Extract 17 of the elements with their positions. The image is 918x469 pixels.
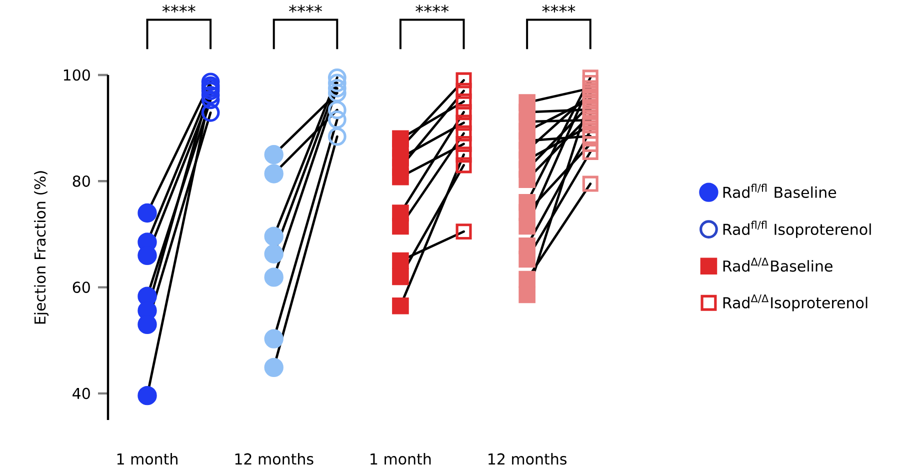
y-tick-label: 40 [72, 388, 90, 400]
x-tick-label: 12 months [488, 453, 566, 465]
x-tick-label: 12 months [235, 453, 314, 465]
y-tick-label: 80 [72, 175, 90, 187]
legend-label: Rad$^{Δ/Δ}$Baseline [723, 258, 832, 272]
y-axis-title: Ejection Fraction (%) [34, 171, 49, 324]
x-tick-label: 1 month [117, 453, 178, 465]
y-tick-label: 60 [72, 282, 90, 293]
legend-label: Rad$^{Δ/Δ}$Isoproterenol [723, 294, 868, 312]
x-tick-label: 1 month [370, 453, 431, 465]
legend-label: Rad$^{fl/fl}$ Isoproterenol [723, 220, 871, 238]
text: **** [542, 4, 576, 13]
text: **** [162, 4, 196, 13]
text: **** [416, 4, 449, 13]
y-tick-label: 100 [64, 69, 90, 81]
legend-label: Rad$^{fl/fl}$ Baseline [723, 184, 836, 198]
text: **** [289, 4, 322, 13]
